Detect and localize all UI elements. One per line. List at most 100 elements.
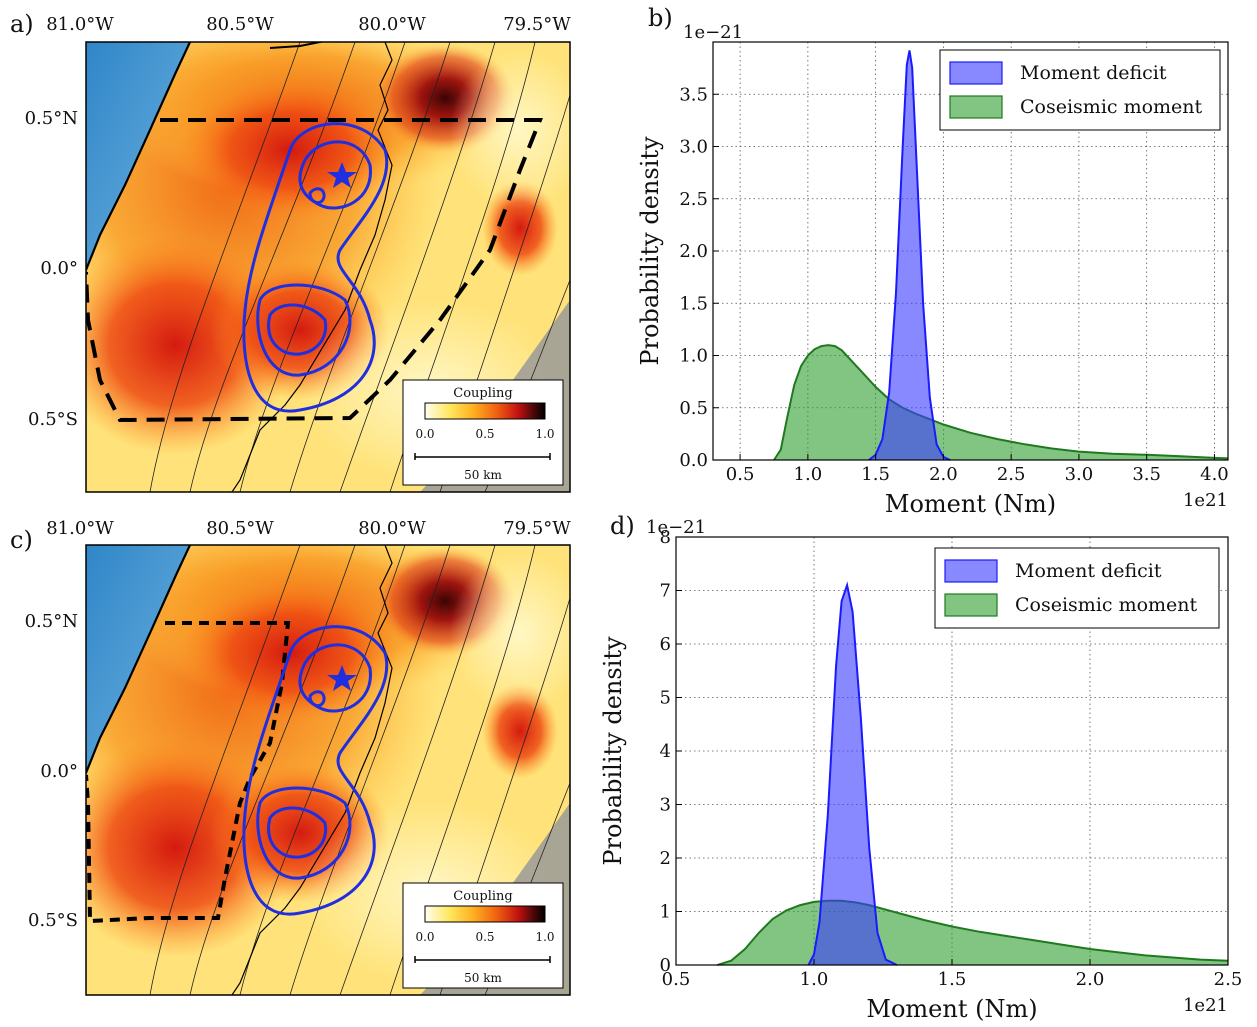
panel-label-c: c)	[10, 526, 33, 554]
x-tick-label: 2.0	[929, 464, 958, 485]
area-moment-deficit	[868, 50, 951, 461]
panel-label-d: d)	[610, 512, 635, 540]
y-tick-label: 2	[660, 848, 671, 869]
trench-line	[86, 545, 191, 774]
lon-tick: 79.5°W	[503, 14, 571, 35]
x-axis-label: Moment (Nm)	[885, 490, 1056, 518]
series-layer	[773, 50, 1229, 461]
lat-tick: 0.5°S	[28, 910, 78, 931]
y-tick-label: 0.0	[679, 450, 708, 471]
lon-tick: 81.0°W	[46, 518, 114, 539]
x-tick-label: 2.5	[1214, 969, 1243, 990]
chart-panel-b: b) 0.5 1.0 1.5 2.0 2.5 3.0 3.5 4.0 0.0 0.5 1.0 1.5 2…	[636, 4, 1229, 518]
colorbar-ramp	[424, 905, 546, 923]
lon-tick: 80.0°W	[358, 14, 426, 35]
x-tick-label: 1.0	[794, 464, 823, 485]
colorbar-title: Coupling	[453, 386, 512, 401]
y-tick-label: 0.5	[679, 398, 708, 419]
lon-tick: 80.5°W	[206, 14, 274, 35]
legend: Moment deficit Coseismic moment	[939, 49, 1221, 131]
colorbar-box: Coupling 0.0 0.5 1.0 50 km	[402, 379, 564, 486]
x-tick-label: 3.0	[1065, 464, 1094, 485]
lat-tick: 0.0°	[40, 761, 78, 782]
colorbar-tick: 1.0	[535, 930, 554, 944]
x-tick-label: 2.0	[1076, 969, 1105, 990]
lon-tick: 81.0°W	[46, 14, 114, 35]
epicenter-star-icon	[327, 162, 357, 188]
x-scale-label: 1e21	[1183, 995, 1228, 1016]
x-tick-label: 1.5	[938, 969, 967, 990]
line-coseismic-moment	[717, 899, 1229, 966]
legend-label: Coseismic moment	[1020, 96, 1203, 118]
lat-tick: 0.5°N	[25, 611, 78, 632]
legend-swatch-moment-deficit	[944, 559, 998, 583]
colorbar-tick: 0.0	[415, 930, 434, 944]
coupling-low-blob	[450, 553, 570, 713]
series-layer	[717, 581, 1229, 966]
lon-tick: 80.0°W	[358, 518, 426, 539]
lat-tick: 0.5°S	[28, 409, 78, 430]
coastline	[231, 545, 393, 995]
map-frame	[85, 41, 571, 493]
slip-contours	[242, 625, 389, 916]
y-tick-label: 1	[660, 902, 671, 923]
y-scale-label: 1e−21	[683, 22, 743, 43]
map-panel-c: Coupling 0.0 0.5 1.0 50 km c) 81.0°W 80.…	[10, 518, 571, 996]
tick-layer: 0.5 1.0 1.5 2.0 2.5 0 1 2 3 4 5 6 7 8	[660, 527, 1243, 990]
x-axis-label: Moment (Nm)	[866, 995, 1037, 1023]
y-tick-label: 3.0	[679, 137, 708, 158]
area-coseismic-moment	[774, 345, 1228, 460]
y-tick-label: 3.5	[679, 84, 708, 105]
y-tick-label: 3	[660, 795, 671, 816]
map-frame	[85, 544, 571, 996]
x-tick-label: 2.5	[997, 464, 1026, 485]
legend-swatch-coseismic-moment	[949, 95, 1003, 119]
colorbar-tick: 0.5	[475, 930, 494, 944]
y-tick-label: 5	[660, 688, 671, 709]
y-tick-label: 4	[660, 741, 671, 762]
coupling-low-blob	[450, 50, 570, 210]
x-scale-label: 1e21	[1183, 490, 1228, 511]
x-tick-label: 3.5	[1132, 464, 1161, 485]
y-tick-label: 1.5	[679, 293, 708, 314]
trench-line	[86, 42, 191, 271]
legend: Moment deficit Coseismic moment	[934, 547, 1220, 629]
colorbar-ramp	[424, 402, 546, 420]
legend-label: Moment deficit	[1015, 560, 1162, 582]
panel-label-b: b)	[648, 4, 673, 32]
y-tick-label: 0	[660, 955, 671, 976]
colorbar-tick: 1.0	[535, 427, 554, 441]
colorbar-tick: 0.5	[475, 427, 494, 441]
dashed-region-outline	[86, 118, 543, 423]
scalebar-label: 50 km	[464, 971, 502, 985]
area-moment-deficit	[808, 585, 897, 965]
legend-swatch-moment-deficit	[949, 61, 1003, 85]
legend-label: Moment deficit	[1020, 62, 1167, 84]
line-moment-deficit	[868, 50, 951, 461]
colorbar-box: Coupling 0.0 0.5 1.0 50 km	[402, 882, 564, 989]
legend-label: Coseismic moment	[1015, 594, 1198, 616]
y-tick-label: 1.0	[679, 346, 708, 367]
colorbar-tick: 0.0	[415, 427, 434, 441]
tick-layer: 0.5 1.0 1.5 2.0 2.5 3.0 3.5 4.0 0.0 0.5 1.0 1.5 2.0 2…	[679, 84, 1228, 485]
x-tick-label: 1.5	[861, 464, 890, 485]
scalebar-label: 50 km	[464, 468, 502, 482]
y-tick-label: 8	[660, 527, 671, 548]
lon-tick: 79.5°W	[503, 518, 571, 539]
y-axis-label: Probability density	[599, 636, 627, 866]
y-tick-label: 2.0	[679, 241, 708, 262]
y-tick-label: 7	[660, 581, 671, 602]
x-tick-label: 0.5	[726, 464, 755, 485]
scalebar	[414, 956, 551, 963]
panel-label-a: a)	[10, 10, 34, 38]
y-axis-label: Probability density	[636, 136, 664, 366]
map-panel-a: Coupling 0.0 0.5 1.0 50 km a) 81.0°W 80.…	[10, 10, 571, 493]
line-moment-deficit	[807, 581, 898, 966]
coastline-north	[269, 42, 326, 49]
scalebar	[414, 453, 551, 460]
epicenter-star-icon	[327, 665, 357, 691]
x-tick-label: 4.0	[1200, 464, 1229, 485]
lon-tick: 80.5°W	[206, 518, 274, 539]
